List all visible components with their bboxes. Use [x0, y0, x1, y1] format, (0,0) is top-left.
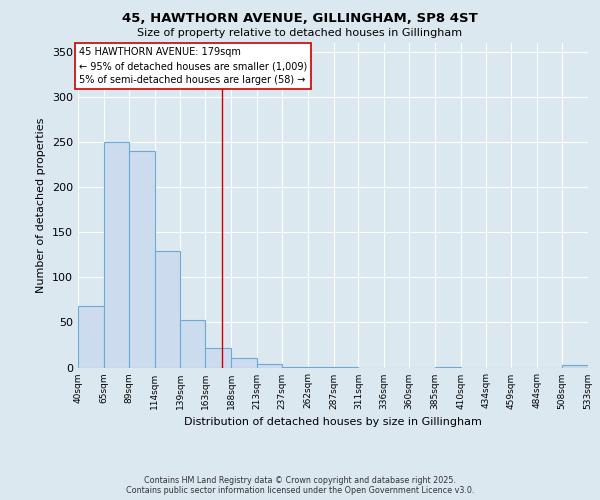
- Bar: [334, 366, 358, 368]
- Text: Size of property relative to detached houses in Gillingham: Size of property relative to detached ho…: [137, 28, 463, 38]
- Text: 45 HAWTHORN AVENUE: 179sqm
← 95% of detached houses are smaller (1,009)
5% of se: 45 HAWTHORN AVENUE: 179sqm ← 95% of deta…: [79, 47, 307, 85]
- Bar: [128, 151, 155, 368]
- Bar: [308, 366, 334, 368]
- Y-axis label: Number of detached properties: Number of detached properties: [37, 118, 46, 292]
- Bar: [562, 365, 588, 368]
- Bar: [257, 364, 282, 368]
- Bar: [104, 142, 128, 368]
- Bar: [282, 366, 308, 368]
- Bar: [231, 358, 257, 368]
- Text: Contains HM Land Registry data © Crown copyright and database right 2025.
Contai: Contains HM Land Registry data © Crown c…: [126, 476, 474, 495]
- X-axis label: Distribution of detached houses by size in Gillingham: Distribution of detached houses by size …: [184, 417, 482, 427]
- Bar: [78, 306, 104, 368]
- Text: 45, HAWTHORN AVENUE, GILLINGHAM, SP8 4ST: 45, HAWTHORN AVENUE, GILLINGHAM, SP8 4ST: [122, 12, 478, 26]
- Bar: [155, 251, 181, 368]
- Bar: [205, 348, 231, 368]
- Bar: [435, 366, 461, 368]
- Bar: [181, 320, 205, 368]
